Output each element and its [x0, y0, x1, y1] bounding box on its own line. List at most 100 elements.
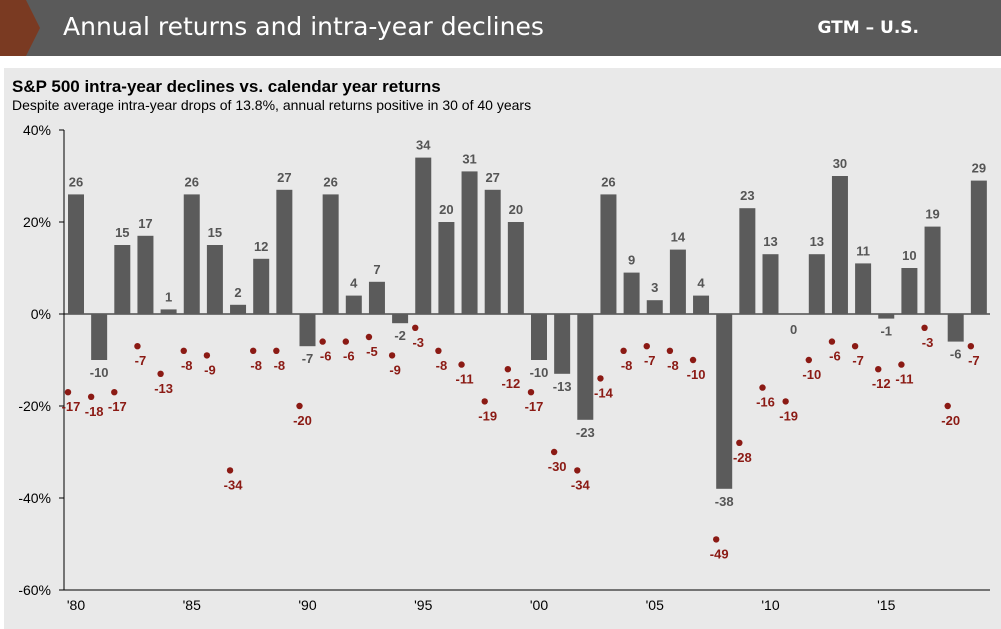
- return-bar: [878, 314, 895, 319]
- return-bar: [484, 189, 501, 314]
- x-tick-label: '00: [530, 597, 548, 613]
- return-bar: [739, 208, 756, 314]
- return-bar: [693, 295, 710, 314]
- decline-dot: [967, 343, 975, 350]
- region-code: GTM – U.S.: [817, 18, 919, 38]
- decline-dot: [666, 347, 674, 354]
- y-tick-label: -40%: [18, 490, 51, 506]
- banner-accent-chevron: [0, 0, 40, 56]
- return-bar: [970, 180, 987, 314]
- return-bar: [68, 194, 84, 314]
- chart-panel: [4, 68, 1001, 629]
- return-bar: [368, 281, 385, 314]
- x-tick-label: '10: [761, 597, 779, 613]
- decline-dot: [527, 389, 535, 396]
- decline-label: -6: [343, 349, 355, 364]
- return-label: 2: [234, 285, 241, 300]
- decline-dot: [134, 343, 141, 350]
- return-bar: [91, 314, 108, 360]
- return-bar: [415, 157, 432, 314]
- decline-label: -19: [478, 408, 497, 423]
- return-label: -2: [394, 328, 406, 343]
- decline-dot: [157, 370, 164, 377]
- decline-dot: [111, 389, 118, 396]
- return-bar: [831, 176, 848, 314]
- return-label: 19: [925, 207, 939, 222]
- return-label: 3: [651, 280, 658, 295]
- decline-label: -7: [135, 353, 147, 368]
- return-label: 29: [972, 161, 986, 176]
- decline-dot: [64, 389, 72, 396]
- return-bar: [808, 254, 825, 314]
- decline-label: -34: [224, 477, 244, 492]
- page-title: Annual returns and intra-year declines: [63, 12, 544, 41]
- decline-label: -18: [85, 404, 104, 419]
- return-label: -13: [553, 379, 572, 394]
- return-label: 34: [416, 138, 431, 153]
- decline-label: -49: [710, 546, 729, 561]
- return-bar: [646, 300, 663, 314]
- return-bar: [345, 295, 362, 314]
- decline-label: -8: [250, 358, 262, 373]
- decline-dot: [226, 467, 234, 474]
- return-bar: [276, 189, 293, 314]
- return-bar: [461, 171, 478, 314]
- y-tick-label: 40%: [23, 122, 51, 138]
- decline-dot: [921, 324, 928, 331]
- y-tick-label: 0%: [31, 306, 51, 322]
- decline-label: -10: [687, 367, 706, 382]
- decline-label: -11: [456, 372, 474, 387]
- decline-dot: [944, 402, 951, 410]
- return-bar: [855, 263, 872, 314]
- decline-label: -7: [852, 353, 864, 368]
- return-bar: [901, 268, 918, 314]
- return-label: 26: [601, 174, 615, 189]
- decline-label: -3: [412, 335, 424, 350]
- decline-label: -8: [667, 358, 679, 373]
- decline-dot: [736, 439, 743, 446]
- decline-dot: [782, 398, 789, 405]
- decline-dot: [898, 361, 905, 368]
- return-label: 23: [740, 188, 754, 203]
- return-label: -7: [302, 351, 314, 366]
- chart-title: S&P 500 intra-year declines vs. calendar…: [12, 77, 441, 96]
- decline-label: -13: [154, 381, 173, 396]
- x-tick-label: '85: [183, 597, 201, 613]
- return-bar: [623, 272, 640, 314]
- decline-label: -17: [108, 399, 127, 414]
- decline-label: -12: [872, 376, 891, 391]
- decline-label: -8: [181, 358, 193, 373]
- decline-dot: [805, 356, 812, 364]
- return-bar: [716, 314, 733, 489]
- return-label: 31: [462, 151, 476, 166]
- decline-label: -9: [204, 362, 216, 377]
- return-bar: [554, 314, 571, 374]
- return-label: 9: [628, 253, 635, 268]
- return-label: 30: [833, 156, 847, 171]
- decline-label: -17: [62, 399, 81, 414]
- decline-label: -12: [501, 376, 520, 391]
- return-bar: [206, 245, 223, 314]
- return-bar: [230, 304, 247, 314]
- return-bar: [531, 314, 547, 360]
- return-label: 11: [856, 243, 870, 258]
- decline-dot: [342, 338, 349, 345]
- x-tick-label: '05: [646, 597, 664, 613]
- return-bar: [507, 222, 524, 314]
- return-label: 27: [277, 170, 291, 185]
- return-bar: [137, 235, 154, 314]
- y-tick-label: -60%: [18, 582, 51, 598]
- return-label: -10: [90, 365, 109, 380]
- decline-label: -8: [621, 358, 633, 373]
- y-tick-label: 20%: [23, 214, 51, 230]
- decline-dot: [87, 393, 95, 400]
- decline-dot: [713, 536, 720, 543]
- return-bar: [392, 314, 409, 324]
- return-bar: [762, 254, 779, 314]
- decline-label: -16: [756, 395, 775, 410]
- return-label: -10: [530, 365, 549, 380]
- decline-dot: [689, 356, 697, 364]
- decline-label: -6: [829, 349, 841, 364]
- return-bar: [114, 245, 131, 314]
